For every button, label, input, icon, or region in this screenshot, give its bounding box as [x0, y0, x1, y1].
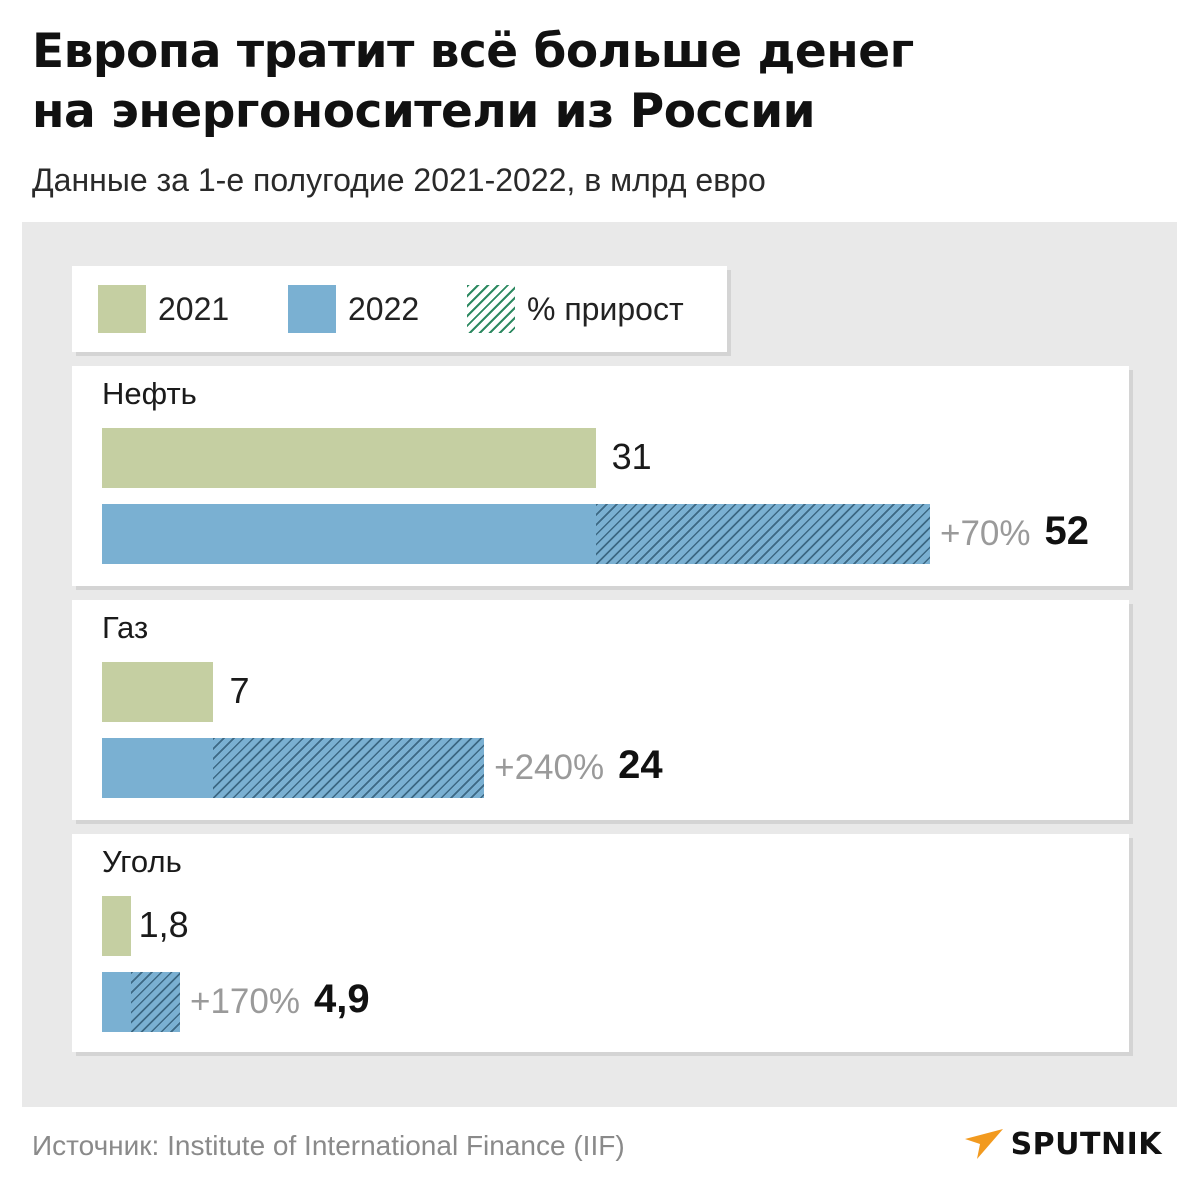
category-label: Газ [102, 610, 149, 645]
bar-2021 [102, 896, 131, 956]
category-label: Нефть [102, 376, 197, 411]
growth-label: +170% [190, 982, 300, 1021]
growth-hatch [130, 972, 181, 1032]
growth-hatch [213, 738, 485, 798]
value-label-2022: 52 [1044, 509, 1090, 553]
value-label-2022: 24 [618, 743, 663, 787]
legend-item-growth: % прирост [467, 285, 684, 333]
source-note: Источник: Institute of International Fin… [32, 1130, 625, 1161]
title-line-1: Европа тратит всё больше денег [32, 24, 914, 79]
legend-swatch-2022 [288, 285, 336, 333]
value-label-2021: 31 [611, 436, 652, 477]
value-label-2021: 1,8 [138, 904, 189, 945]
legend-label-2022: 2022 [348, 290, 420, 327]
bar-2021 [102, 428, 596, 488]
legend-label-2021: 2021 [158, 290, 230, 327]
section-1: Нефть 31 +70% 52 [72, 366, 1129, 586]
value-label-2022: 4,9 [313, 977, 370, 1021]
growth-label: +70% [940, 514, 1031, 553]
legend: 2021 2022 % прирост [72, 266, 727, 352]
growth-hatch [595, 504, 930, 564]
legend-swatch-2021 [98, 285, 146, 333]
legend-item-2021: 2021 [98, 285, 229, 333]
legend-label-growth: % прирост [527, 290, 684, 327]
legend-swatch-growth [467, 285, 515, 333]
section-3: Уголь 1,8 +170% 4,9 [72, 834, 1129, 1052]
chart-subtitle: Данные за 1-е полугодие 2021-2022, в млр… [32, 162, 766, 198]
value-label-2021: 7 [229, 670, 250, 711]
growth-label: +240% [494, 748, 605, 787]
chart-title: Европа тратит всё больше денег на энерго… [32, 22, 1152, 142]
sputnik-logo: SPUTNIK [964, 1122, 1162, 1166]
logo-text: SPUTNIK [1010, 1126, 1162, 1162]
bar-2021 [102, 662, 214, 722]
legend-item-2022: 2022 [288, 285, 419, 333]
title-line-2: на энергоносители из России [32, 84, 816, 139]
bar-2022 [102, 504, 930, 564]
bar-2022 [102, 972, 181, 1032]
category-label: Уголь [102, 844, 182, 879]
bar-2022 [102, 738, 485, 798]
section-2: Газ 7 +240% 24 [72, 600, 1129, 820]
sputnik-arrow-icon [964, 1129, 1003, 1159]
